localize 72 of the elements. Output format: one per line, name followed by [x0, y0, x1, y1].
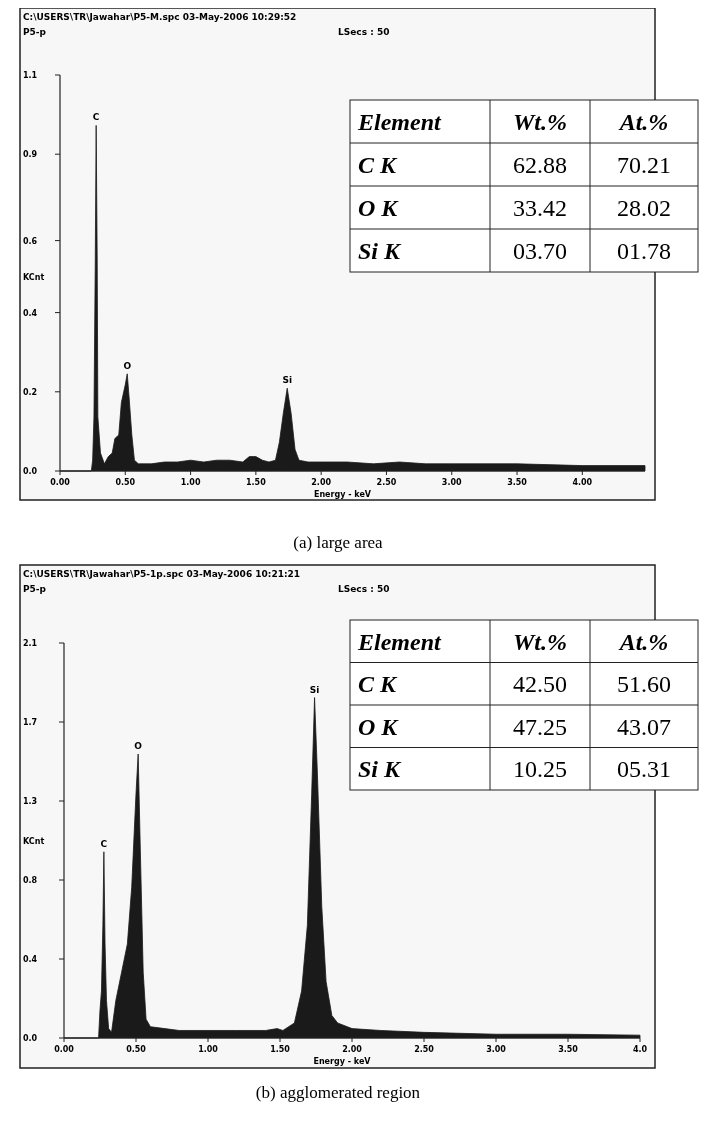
annotation: At.% — [617, 109, 669, 136]
annotation: Element — [357, 628, 442, 655]
annotation: Si K — [358, 756, 403, 783]
x-tick-label: 3.00 — [441, 478, 463, 487]
y-axis-title: KCnt — [23, 836, 45, 846]
y-tick-label: 0.2 — [23, 387, 38, 397]
x-tick-label: 1.50 — [246, 478, 267, 487]
x-tick-label: 3.50 — [507, 478, 528, 487]
x-tick-label: 0.50 — [126, 1045, 147, 1054]
annotation: C — [92, 112, 100, 123]
annotation: 70.21 — [617, 152, 671, 179]
annotation: At.% — [617, 628, 669, 655]
y-tick-label: 0.9 — [23, 150, 38, 160]
annotation: Wt.% — [513, 109, 567, 136]
annotation: 51.60 — [617, 671, 671, 698]
y-tick-label: 1.7 — [23, 718, 38, 727]
annotation: 62.88 — [513, 152, 567, 179]
x-tick-label: 0.00 — [50, 478, 71, 487]
annotation: 33.42 — [513, 195, 567, 222]
x-axis-title: Energy - keV — [313, 490, 372, 499]
y-tick-label: 0.0 — [23, 1034, 38, 1043]
x-tick-label: 1.00 — [198, 1045, 219, 1054]
annotation: 42.50 — [513, 671, 567, 698]
annotation: C K — [358, 671, 399, 698]
annotation: O — [134, 740, 143, 751]
x-tick-label: 2.50 — [414, 1045, 435, 1054]
y-tick-label: 0.8 — [23, 876, 38, 885]
x-tick-label: 1.00 — [180, 478, 201, 487]
annotation: O K — [358, 713, 400, 740]
annotation: 10.25 — [513, 756, 567, 783]
y-tick-label: 0.0 — [23, 467, 38, 476]
y-tick-label: 0.4 — [23, 955, 38, 964]
text: C:\USERS\TR\Jawahar\P5-M.spc 03-May-2006 10:29:52 — [23, 12, 297, 22]
text: P5-p — [23, 584, 47, 594]
annotation: 01.78 — [617, 238, 671, 265]
x-tick-label: 2.50 — [376, 478, 397, 487]
x-tick-label: 3.50 — [558, 1045, 579, 1054]
annotation: O — [123, 360, 132, 371]
annotation: Element — [357, 109, 442, 136]
text: C:\USERS\TR\Jawahar\P5-1p.spc 03-May-2006 10:21:21 — [23, 569, 301, 579]
annotation: O K — [358, 195, 400, 222]
y-tick-label: 2.1 — [23, 639, 38, 648]
x-tick-label: 2.00 — [342, 1045, 363, 1054]
x-tick-label: 0.50 — [115, 478, 136, 487]
x-tick-label: 4.0 — [632, 1045, 648, 1054]
annotation: Si — [309, 684, 320, 695]
annotation: 03.70 — [513, 238, 567, 265]
x-tick-label: 0.00 — [54, 1045, 75, 1054]
annotation: Si K — [358, 238, 403, 265]
text: (a) large area — [293, 533, 384, 552]
annotation: C — [100, 838, 108, 849]
y-tick-label: 0.4 — [23, 308, 38, 318]
annotation: 28.02 — [617, 195, 671, 222]
annotation: Wt.% — [513, 628, 567, 655]
x-tick-label: 2.00 — [311, 478, 332, 487]
x-tick-label: 1.50 — [270, 1045, 291, 1054]
annotation: 43.07 — [617, 713, 671, 740]
y-axis-title: KCnt — [23, 272, 45, 282]
annotation: 05.31 — [617, 756, 671, 783]
text: (b) agglomerated region — [255, 1083, 421, 1102]
y-tick-label: 0.6 — [23, 236, 38, 246]
x-axis-title: Energy - keV — [313, 1057, 372, 1066]
x-tick-label: 4.00 — [572, 478, 593, 487]
annotation: 47.25 — [513, 713, 567, 740]
x-tick-label: 3.00 — [486, 1045, 507, 1054]
annotation: C K — [358, 152, 399, 179]
y-tick-label: 1.3 — [23, 797, 38, 806]
text: LSecs : 50 — [338, 584, 390, 594]
text: P5-p — [23, 27, 47, 37]
y-tick-label: 1.1 — [23, 71, 38, 80]
annotation: Si — [282, 375, 292, 386]
text: LSecs : 50 — [338, 27, 390, 37]
